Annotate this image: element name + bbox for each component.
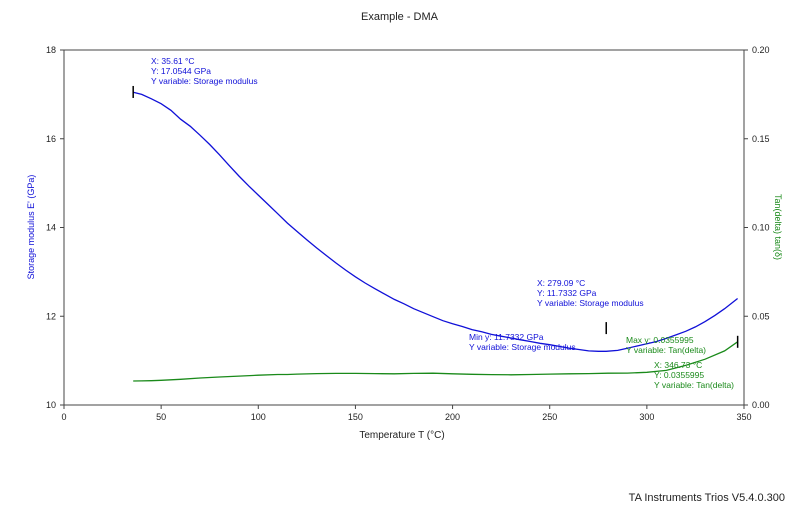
y-right-tick-label: 0.20 — [752, 45, 770, 55]
annotation-text: Max y: 0.0355995 — [626, 335, 694, 345]
annotation-text: Y variable: Tan(delta) — [654, 380, 734, 390]
y-right-tick-label: 0.00 — [752, 400, 770, 410]
annotation-text: X: 35.61 °C — [151, 56, 195, 66]
chart-title: Example - DMA — [361, 11, 439, 23]
y-right-tick-label: 0.15 — [752, 134, 770, 144]
y-left-tick-label: 14 — [46, 223, 56, 233]
x-tick-label: 250 — [542, 412, 557, 422]
x-tick-label: 150 — [348, 412, 363, 422]
y-axis-label-left: Storage modulus E' (GPa) — [26, 175, 36, 280]
annotation-text: X: 346.73 °C — [654, 360, 702, 370]
y-left-tick-label: 10 — [46, 400, 56, 410]
y-right-tick-label: 0.10 — [752, 223, 770, 233]
footer-text: TA Instruments Trios V5.4.0.300 — [628, 492, 785, 504]
x-tick-label: 100 — [251, 412, 266, 422]
annotation-text: Y: 17.0544 GPa — [151, 66, 211, 76]
annotation-text: Y: 0.0355995 — [654, 370, 704, 380]
annotation-text: Y variable: Tan(delta) — [626, 345, 706, 355]
y-right-tick-label: 0.05 — [752, 311, 770, 321]
x-tick-label: 0 — [61, 412, 66, 422]
annotation-text: Min y: 11.7332 GPa — [469, 332, 544, 342]
annotation-text: Y variable: Storage modulus — [151, 76, 258, 86]
annotation-text: Y: 11.7332 GPa — [537, 288, 597, 298]
y-left-tick-label: 16 — [46, 134, 56, 144]
y-left-tick-label: 18 — [46, 45, 56, 55]
annotation-text: Y variable: Storage modulus — [469, 342, 576, 352]
annotation-text: X: 279.09 °C — [537, 278, 585, 288]
x-tick-label: 200 — [445, 412, 460, 422]
x-tick-label: 350 — [736, 412, 751, 422]
y-axis-label-right: Tan(delta) tan(δ) — [773, 194, 783, 260]
tan-delta-line — [133, 341, 738, 382]
x-axis-label: Temperature T (°C) — [359, 430, 444, 441]
storage-modulus-line — [133, 91, 739, 352]
y-left-tick-label: 12 — [46, 311, 56, 321]
annotation-text: Y variable: Storage modulus — [537, 298, 644, 308]
x-tick-label: 300 — [639, 412, 654, 422]
x-tick-label: 50 — [156, 412, 166, 422]
